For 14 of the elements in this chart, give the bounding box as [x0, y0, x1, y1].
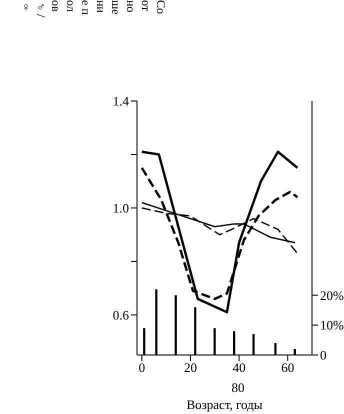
y2-tick-label: 10%: [320, 318, 344, 333]
y2-tick-label: 20%: [320, 288, 344, 303]
text: Соотношение полов ♂/♀: [19, 0, 168, 18]
y-tick-label: 0.6: [112, 308, 130, 323]
x-tick-label: 40: [232, 360, 246, 376]
y-tick-label: 1.0: [112, 200, 129, 216]
x-tick-label: 60: [281, 360, 294, 376]
line-series: [140, 150, 299, 314]
y2-tick-label: 0: [320, 348, 326, 363]
x-tick-label: 20: [184, 360, 197, 376]
text: 80: [230, 380, 246, 396]
x-tick-label: 0: [138, 360, 146, 376]
x-axis-title: Возраст, годы: [186, 397, 263, 412]
y-tick-label: 1.4: [112, 94, 130, 109]
